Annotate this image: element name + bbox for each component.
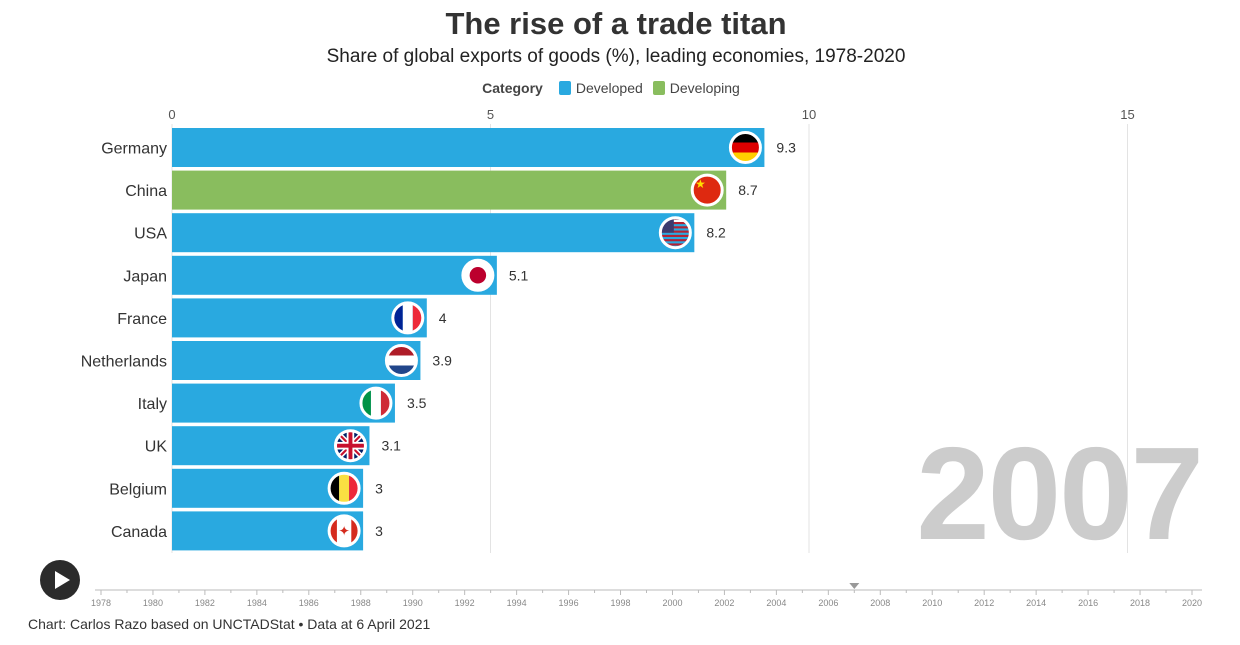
x-tick-label: 0 <box>168 107 175 122</box>
bar-germany[interactable] <box>172 128 765 167</box>
timeline-year-label: 2014 <box>1026 598 1046 608</box>
uk-flag-icon <box>333 429 367 463</box>
category-label: UK <box>145 439 168 456</box>
legend: Category Developed Developing <box>0 80 1232 96</box>
legend-item-developing[interactable]: Developing <box>652 80 740 96</box>
legend-label-developing: Developing <box>669 80 740 96</box>
bar-france[interactable] <box>172 298 427 338</box>
bar-japan[interactable] <box>172 255 497 295</box>
category-label: Japan <box>123 268 167 285</box>
category-label: France <box>117 311 167 328</box>
bar-netherlands[interactable] <box>172 341 421 380</box>
bar-china[interactable] <box>172 170 727 210</box>
x-tick-label: 15 <box>1120 107 1134 122</box>
usa-flag-icon <box>658 216 692 250</box>
legend-title: Category <box>482 80 543 96</box>
japan-flag-icon <box>461 258 495 292</box>
bar-italy[interactable] <box>172 383 395 423</box>
timeline-year-label: 2004 <box>766 598 786 608</box>
timeline-year-label: 2000 <box>662 598 682 608</box>
legend-label-developed: Developed <box>575 80 643 96</box>
value-label: 4 <box>439 310 447 326</box>
france-flag-icon <box>391 301 425 335</box>
category-label: Italy <box>138 396 167 413</box>
timeline-year-label: 1996 <box>559 598 579 608</box>
bar-usa[interactable] <box>172 213 695 253</box>
timeline-year-label: 1982 <box>195 598 215 608</box>
category-label: Netherlands <box>81 354 167 371</box>
timeline-year-label: 1986 <box>299 598 319 608</box>
x-tick-label: 10 <box>802 107 816 122</box>
timeline-year-label: 1978 <box>91 598 111 608</box>
x-tick-label: 5 <box>487 107 494 122</box>
value-label: 8.7 <box>738 182 758 198</box>
timeline-year-label: 2020 <box>1182 598 1202 608</box>
timeline-slider[interactable]: 1978 1980 1982 1984 1986 1988 1990 1992 1994 1996… <box>91 583 1202 608</box>
china-flag-icon: ★ <box>690 173 724 207</box>
play-button[interactable] <box>40 560 80 600</box>
chart-subtitle: Share of global exports of goods (%), le… <box>326 46 906 67</box>
svg-text:★: ★ <box>695 177 706 191</box>
timeline-year-label: 2018 <box>1130 598 1150 608</box>
current-year-label: 2007 <box>916 420 1204 567</box>
timeline-year-label: 1990 <box>403 598 423 608</box>
play-icon <box>55 571 70 589</box>
legend-item-developed[interactable]: Developed <box>558 80 643 96</box>
value-label: 8.2 <box>706 225 726 241</box>
italy-flag-icon <box>359 386 393 420</box>
timeline-handle[interactable] <box>849 583 860 589</box>
category-label: USA <box>134 226 167 243</box>
category-label: Belgium <box>109 481 167 498</box>
timeline-year-label: 2002 <box>714 598 734 608</box>
germany-flag-icon <box>728 131 762 164</box>
timeline-year-label: 1988 <box>351 598 371 608</box>
value-label: 3 <box>375 523 383 539</box>
category-label: China <box>125 183 167 200</box>
timeline-year-label: 2006 <box>818 598 838 608</box>
value-label: 3.1 <box>381 438 401 454</box>
canada-flag-icon: ✦ <box>327 514 361 548</box>
timeline-year-label: 2010 <box>922 598 942 608</box>
value-label: 3.5 <box>407 395 427 411</box>
value-label: 9.3 <box>776 140 796 156</box>
timeline-year-label: 1994 <box>507 598 527 608</box>
value-label: 3 <box>375 480 383 496</box>
legend-swatch-developing <box>652 81 665 95</box>
timeline-year-label: 1992 <box>455 598 475 608</box>
value-label: 3.9 <box>432 353 452 369</box>
timeline-year-label: 2016 <box>1078 598 1098 608</box>
timeline-year-label: 1984 <box>247 598 267 608</box>
chart-source-note: Chart: Carlos Razo based on UNCTADStat •… <box>28 616 431 632</box>
timeline-year-label: 2012 <box>974 598 994 608</box>
chart-title: The rise of a trade titan <box>445 6 787 41</box>
category-label: Germany <box>101 141 167 158</box>
timeline-year-label: 1998 <box>611 598 631 608</box>
netherlands-flag-icon <box>384 344 418 377</box>
belgium-flag-icon <box>327 471 361 505</box>
timeline-year-label: 2008 <box>870 598 890 608</box>
category-label: Canada <box>111 524 167 541</box>
legend-swatch-developed <box>558 81 571 95</box>
timeline-year-label: 1980 <box>143 598 163 608</box>
svg-text:✦: ✦ <box>338 523 349 539</box>
value-label: 5.1 <box>509 267 529 283</box>
